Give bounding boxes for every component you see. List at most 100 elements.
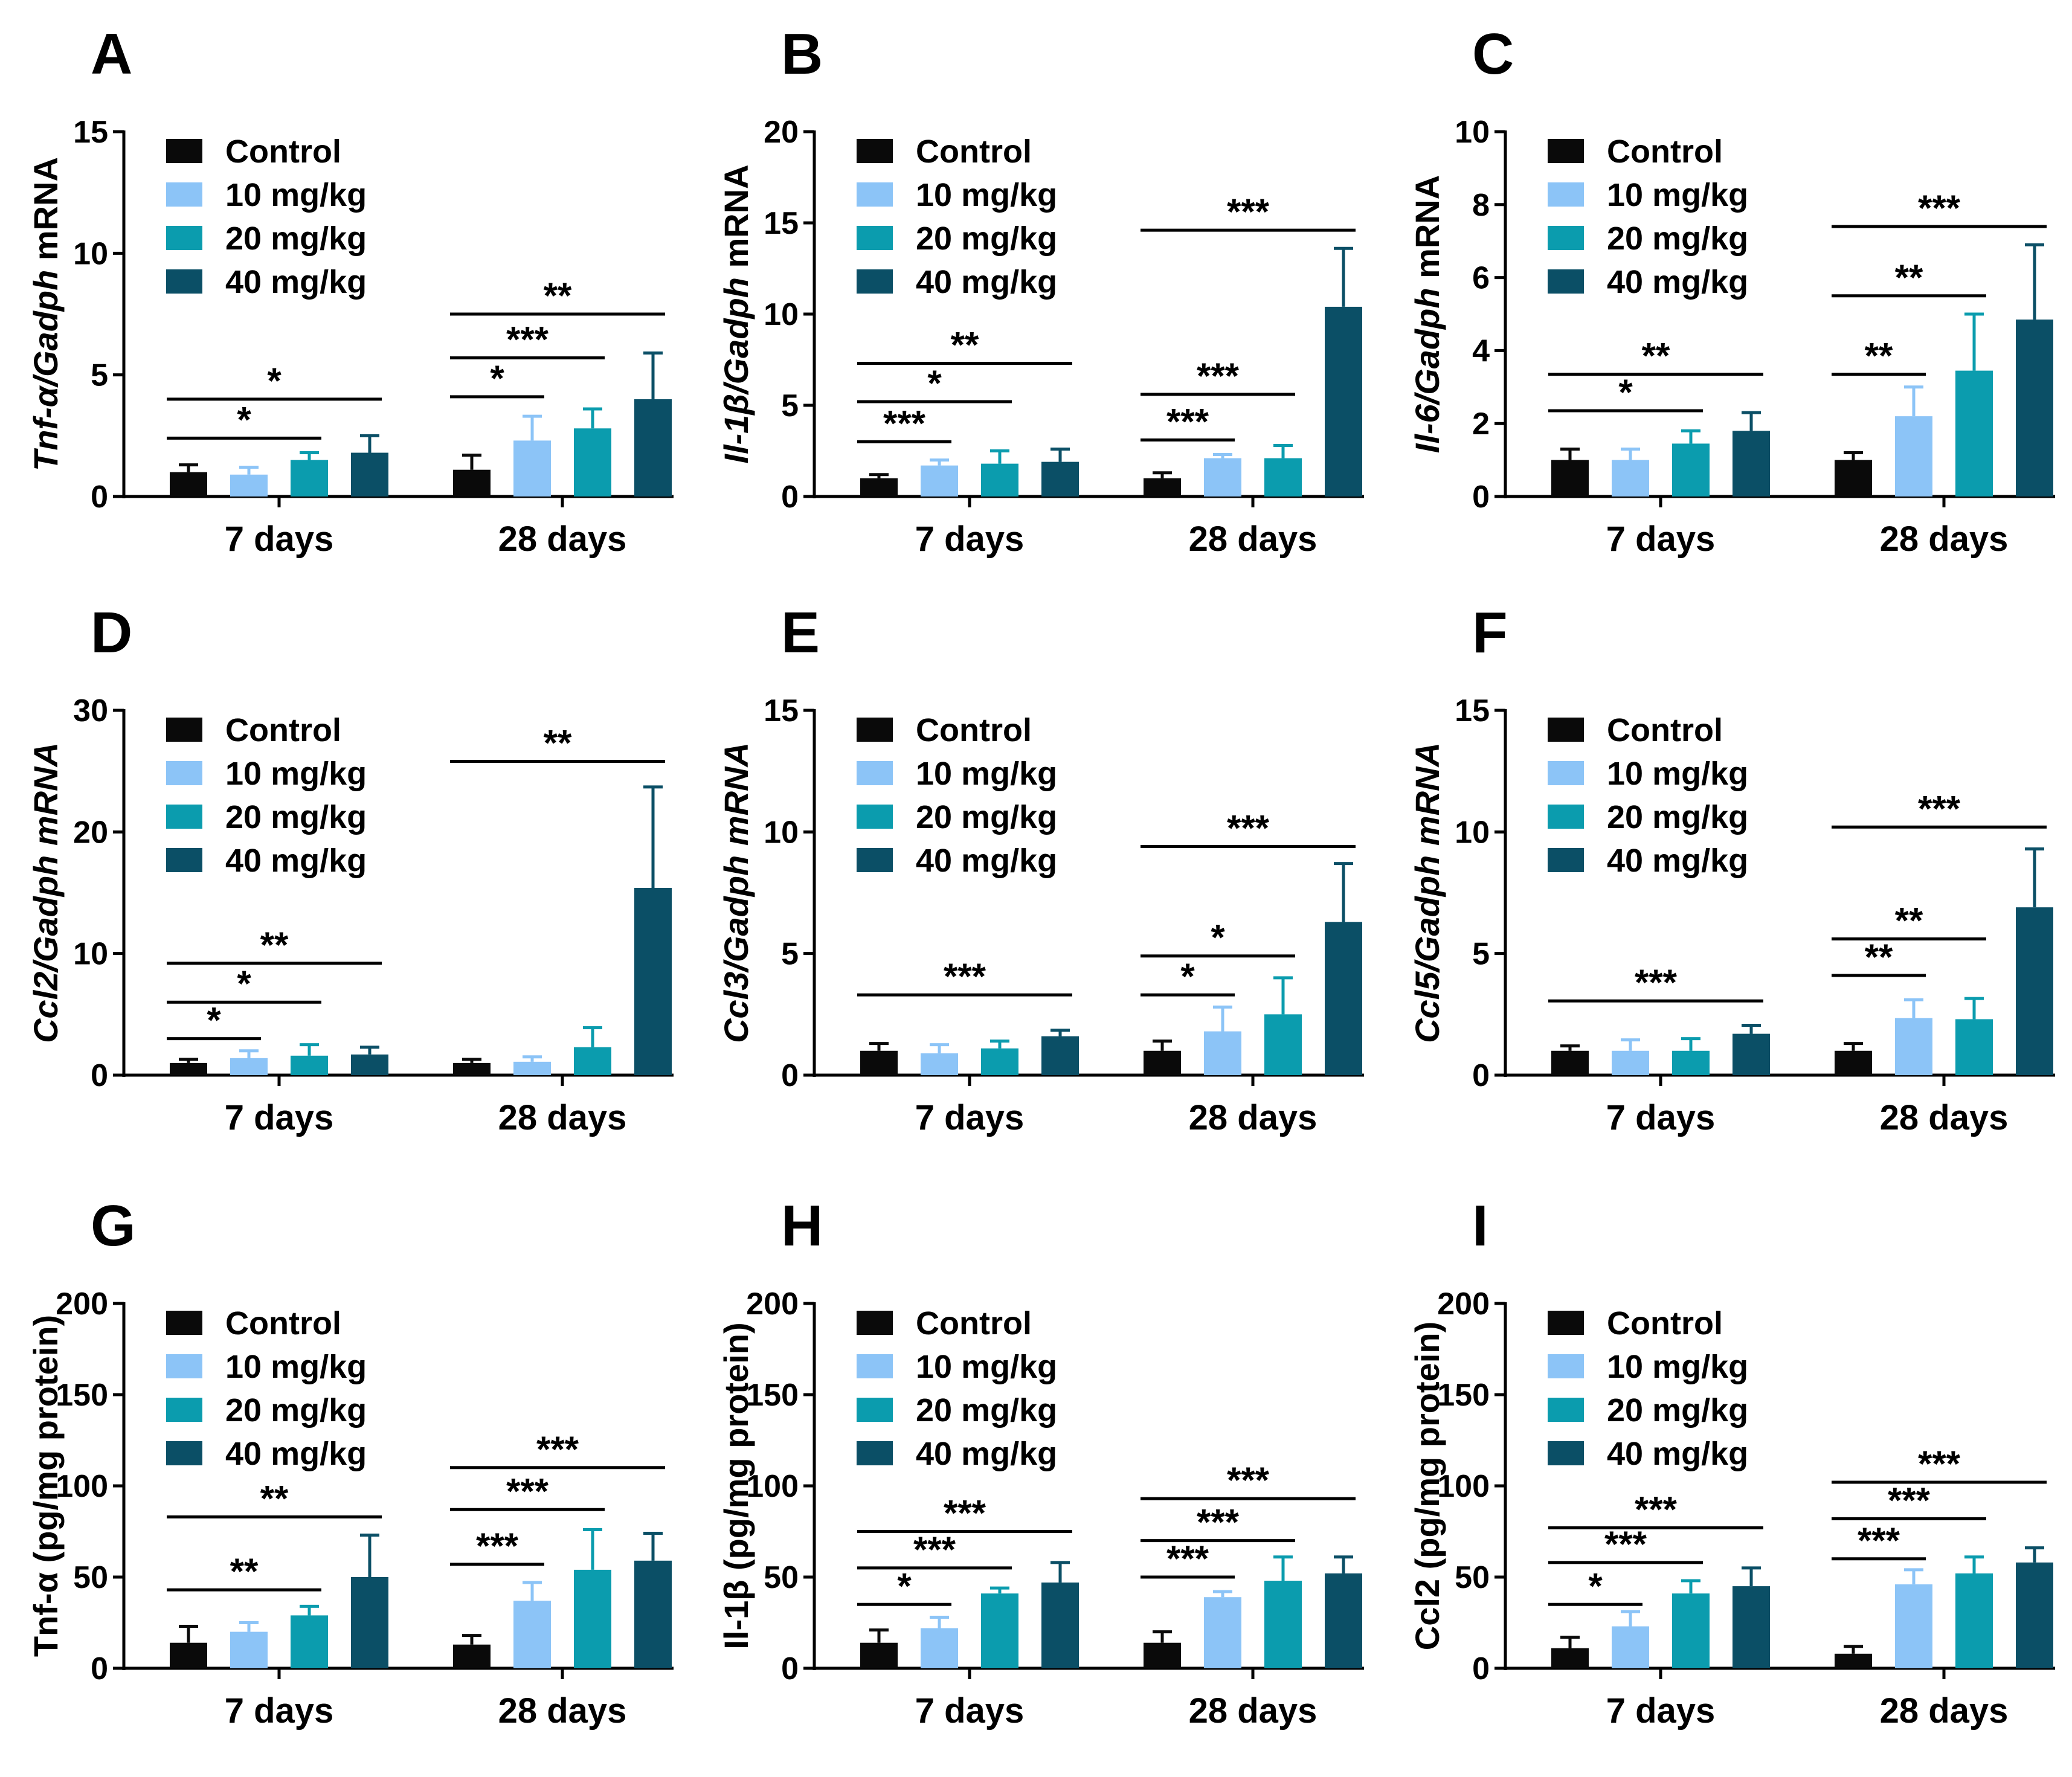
- bar-20-mg-kg: [291, 460, 328, 496]
- bar-40-mg-kg: [351, 1054, 388, 1075]
- legend-label: Control: [225, 712, 341, 748]
- bar-20-mg-kg: [291, 1615, 328, 1668]
- y-tick-label: 10: [764, 297, 799, 332]
- significance-label: ***: [1918, 188, 1961, 228]
- panel-label: E: [781, 600, 820, 665]
- bar-control: [1144, 478, 1181, 496]
- legend-label: 40 mg/kg: [1607, 264, 1748, 300]
- x-category-label: 28 days: [1880, 1098, 2009, 1137]
- y-axis-label-part: Ccl5/Gadph: [1408, 855, 1446, 1043]
- legend-swatch: [1548, 139, 1584, 163]
- legend-label: 20 mg/kg: [916, 799, 1057, 835]
- legend-label: 10 mg/kg: [916, 1349, 1057, 1385]
- legend-label: 10 mg/kg: [1607, 177, 1748, 213]
- bar-10-mg-kg: [1895, 1018, 1932, 1075]
- legend-swatch: [166, 139, 202, 163]
- bar-40-mg-kg: [2016, 907, 2053, 1075]
- panel-label: A: [91, 22, 132, 86]
- legend-label: 10 mg/kg: [916, 756, 1057, 792]
- legend-swatch: [857, 805, 893, 829]
- bar-20-mg-kg: [1264, 458, 1302, 496]
- bar-10-mg-kg: [921, 465, 958, 496]
- bar-20-mg-kg: [1264, 1581, 1302, 1668]
- significance-label: *: [207, 1000, 221, 1041]
- y-axis-label-part: Tnf-α (pg/mg protein): [27, 1315, 65, 1657]
- legend-label: 10 mg/kg: [916, 177, 1057, 213]
- y-tick-label: 0: [1472, 480, 1490, 515]
- y-tick-label: 15: [764, 206, 799, 241]
- legend-swatch: [857, 139, 893, 163]
- legend-swatch: [1548, 761, 1584, 785]
- significance-label: ***: [1604, 1524, 1647, 1564]
- panel-g: G Tnf-α (pg/mg protein) 0 50 100 150 200 7 days…: [27, 1194, 674, 1730]
- y-tick-label: 10: [1455, 115, 1490, 150]
- legend-swatch: [1548, 1354, 1584, 1378]
- y-tick-label: 0: [91, 480, 108, 515]
- bar-control: [1835, 1653, 1872, 1668]
- x-category-label: 7 days: [225, 1691, 334, 1730]
- significance-label: ***: [1166, 401, 1209, 442]
- panel-i: I Ccl2 (pg/mg protein) 0 50 100 150 200 7 days 2…: [1408, 1194, 2055, 1730]
- bar-40-mg-kg: [351, 1577, 388, 1668]
- legend-swatch: [857, 1311, 893, 1335]
- x-category-label: 28 days: [498, 1098, 627, 1137]
- x-category-label: 7 days: [225, 1098, 334, 1137]
- y-axis-label: Tnf-α/Gadph mRNA: [27, 157, 65, 471]
- legend-label: 40 mg/kg: [225, 264, 367, 300]
- y-axis-label-part: Ccl2/Gadph: [27, 855, 65, 1043]
- y-tick-label: 0: [91, 1651, 108, 1686]
- bar-10-mg-kg: [1204, 1597, 1241, 1668]
- y-axis-label-part: Ccl3/Gadph: [717, 855, 755, 1043]
- panel-label: C: [1472, 22, 1514, 86]
- bar-40-mg-kg: [634, 399, 672, 496]
- y-axis-label-part: Tnf-α/Gadph: [27, 270, 65, 471]
- significance-label: ***: [883, 403, 926, 443]
- legend-label: 40 mg/kg: [916, 1436, 1057, 1472]
- legend-swatch: [166, 761, 202, 785]
- significance-label: **: [260, 925, 289, 965]
- bar-20-mg-kg: [574, 1569, 611, 1668]
- significance-label: ***: [536, 1429, 579, 1470]
- significance-label: ***: [1888, 1480, 1931, 1520]
- y-tick-label: 20: [764, 115, 799, 150]
- x-category-label: 7 days: [915, 1691, 1025, 1730]
- bar-10-mg-kg: [513, 1061, 551, 1075]
- legend-label: Control: [916, 1305, 1032, 1342]
- bar-10-mg-kg: [1895, 1584, 1932, 1668]
- legend-label: 40 mg/kg: [225, 843, 367, 879]
- bar-10-mg-kg: [230, 1631, 268, 1668]
- legend-label: Control: [916, 133, 1032, 170]
- y-tick-label: 10: [73, 236, 108, 271]
- bar-control: [860, 1050, 898, 1075]
- y-tick-label: 0: [781, 1651, 799, 1686]
- y-tick-label: 100: [56, 1469, 108, 1504]
- legend-swatch: [857, 848, 893, 872]
- bar-10-mg-kg: [513, 1601, 551, 1668]
- significance-label: ***: [506, 1471, 549, 1511]
- significance-label: *: [267, 361, 282, 401]
- legend-swatch: [1548, 718, 1584, 742]
- y-axis-label: Ccl3/Gadph mRNA: [717, 742, 755, 1043]
- legend-label: 10 mg/kg: [225, 177, 367, 213]
- legend-label: 20 mg/kg: [1607, 220, 1748, 257]
- bar-control: [1551, 460, 1589, 496]
- legend-label: 20 mg/kg: [225, 1392, 367, 1428]
- y-tick-label: 15: [1455, 693, 1490, 728]
- bar-40-mg-kg: [1325, 306, 1362, 496]
- significance-label: **: [1895, 257, 1923, 298]
- bar-20-mg-kg: [291, 1055, 328, 1075]
- y-tick-label: 4: [1472, 333, 1490, 368]
- bar-control: [1551, 1648, 1589, 1668]
- panel-label: D: [91, 600, 132, 665]
- legend-swatch: [1548, 226, 1584, 250]
- significance-label: **: [230, 1551, 259, 1592]
- significance-label: ***: [1227, 808, 1270, 848]
- y-axis-label-part: Il-1β/Gadph: [717, 277, 755, 464]
- bar-40-mg-kg: [1733, 431, 1770, 496]
- bar-10-mg-kg: [921, 1628, 958, 1668]
- x-category-label: 28 days: [1880, 519, 2009, 559]
- bar-20-mg-kg: [1672, 1050, 1710, 1075]
- legend-swatch: [1548, 182, 1584, 207]
